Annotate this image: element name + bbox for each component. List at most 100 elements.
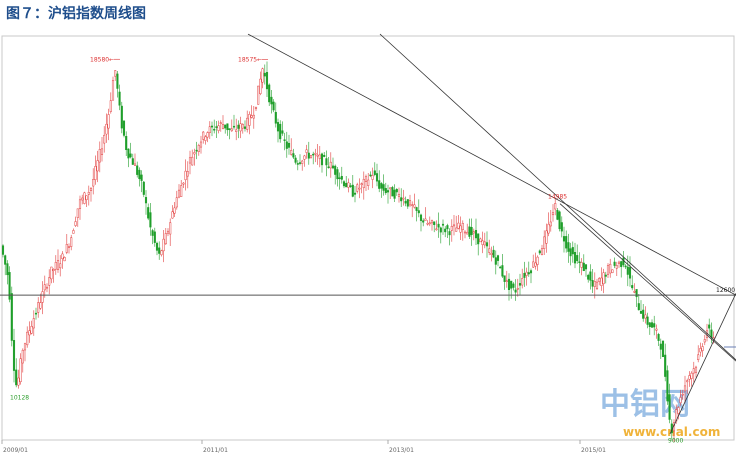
candle-up: [525, 271, 528, 276]
candle-up: [257, 85, 260, 105]
candle-up: [23, 343, 27, 351]
candle-up: [169, 222, 172, 235]
candle-down: [276, 122, 280, 132]
candle-down: [320, 153, 324, 166]
candle-down: [338, 177, 341, 179]
candle-down: [268, 84, 271, 103]
candle-up: [219, 122, 222, 124]
candle-down: [8, 272, 11, 300]
candle-up: [30, 326, 33, 334]
candle-down: [494, 257, 497, 265]
candle-up: [221, 124, 225, 129]
candle-up: [107, 114, 110, 129]
candle-down: [331, 165, 335, 169]
candle-up: [41, 291, 44, 303]
candle-down: [582, 262, 585, 272]
candle-down: [265, 72, 269, 90]
candle-down: [437, 223, 440, 228]
candles: [1, 61, 715, 442]
candle-down: [604, 274, 607, 277]
candle-down: [591, 280, 594, 287]
candle-up: [699, 348, 702, 353]
candle-up: [314, 152, 317, 155]
candle-down: [158, 247, 161, 254]
annotation-18580: 18580←: [90, 56, 114, 63]
candle-up: [175, 197, 178, 208]
candle-down: [444, 228, 447, 233]
candle-down: [213, 128, 216, 131]
candle-down: [529, 270, 533, 274]
annotation-10128: 10128: [10, 394, 29, 401]
candle-down: [514, 289, 517, 293]
candle-up: [217, 125, 220, 131]
candle-down: [294, 157, 297, 163]
candle-down: [622, 257, 625, 266]
candle-down: [613, 261, 616, 266]
candle-down: [1, 245, 5, 255]
candle-down: [668, 394, 671, 420]
candle-down: [270, 96, 273, 105]
candle-down: [10, 293, 13, 341]
candle-up: [180, 185, 183, 197]
trend-line: [559, 203, 736, 362]
candle-down: [12, 340, 16, 371]
candle-up: [490, 252, 493, 255]
candle-down: [507, 278, 511, 290]
annotation-14985: 14985: [548, 193, 567, 200]
x-tick-label: 2009/01: [3, 447, 28, 454]
candle-down: [470, 227, 473, 235]
candle-down: [631, 285, 634, 289]
candle-up: [182, 182, 185, 185]
candle-up: [318, 154, 321, 159]
candle-up: [111, 80, 115, 101]
candlestick-chart: 2009/01 2011/01 2013/01 2015/01 中铝网 www.cna…: [0, 33, 736, 454]
candle-up: [481, 240, 484, 245]
candle-up: [248, 114, 251, 126]
candle-down: [666, 370, 669, 402]
candle-down: [34, 312, 38, 315]
labels: 18580← 18575← 14985 10128 9000 12600: [10, 56, 735, 444]
candle-up: [70, 237, 73, 247]
candle-up: [483, 241, 486, 246]
candle-up: [166, 230, 170, 234]
candle-down: [510, 280, 513, 289]
candle-up: [103, 134, 106, 144]
candle-up: [701, 346, 704, 351]
candle-down: [578, 261, 581, 263]
candle-down: [129, 153, 132, 158]
annotation-18575: 18575←: [238, 56, 262, 63]
candle-up: [98, 149, 101, 163]
candle-down: [378, 180, 381, 189]
candle-up: [402, 197, 405, 200]
candle-up: [697, 354, 700, 360]
candle-up: [457, 222, 460, 229]
candle-down: [138, 169, 141, 180]
candle-up: [239, 123, 242, 132]
candle-up: [536, 256, 539, 265]
candle-up: [459, 225, 462, 233]
candle-up: [543, 236, 546, 249]
chart-title: 图７：沪铝指数周线图: [6, 6, 146, 22]
candle-down: [538, 250, 541, 254]
candle-down: [395, 189, 398, 193]
candle-up: [461, 222, 464, 230]
candle-down: [342, 181, 346, 187]
candle-down: [448, 231, 451, 236]
candle-down: [125, 136, 128, 151]
candle-down: [441, 223, 445, 226]
candle-up: [644, 314, 647, 319]
candle-down: [503, 275, 506, 282]
candle-down: [307, 152, 310, 159]
candle-down: [567, 242, 570, 252]
candle-up: [191, 156, 194, 166]
candle-down: [446, 225, 449, 230]
candle-up: [595, 281, 599, 289]
candle-up: [109, 100, 112, 112]
candle-up: [250, 115, 253, 118]
candle-up: [252, 114, 255, 119]
candle-up: [703, 339, 706, 343]
candle-up: [83, 192, 86, 204]
candle-up: [186, 171, 189, 177]
candle-down: [393, 189, 396, 199]
